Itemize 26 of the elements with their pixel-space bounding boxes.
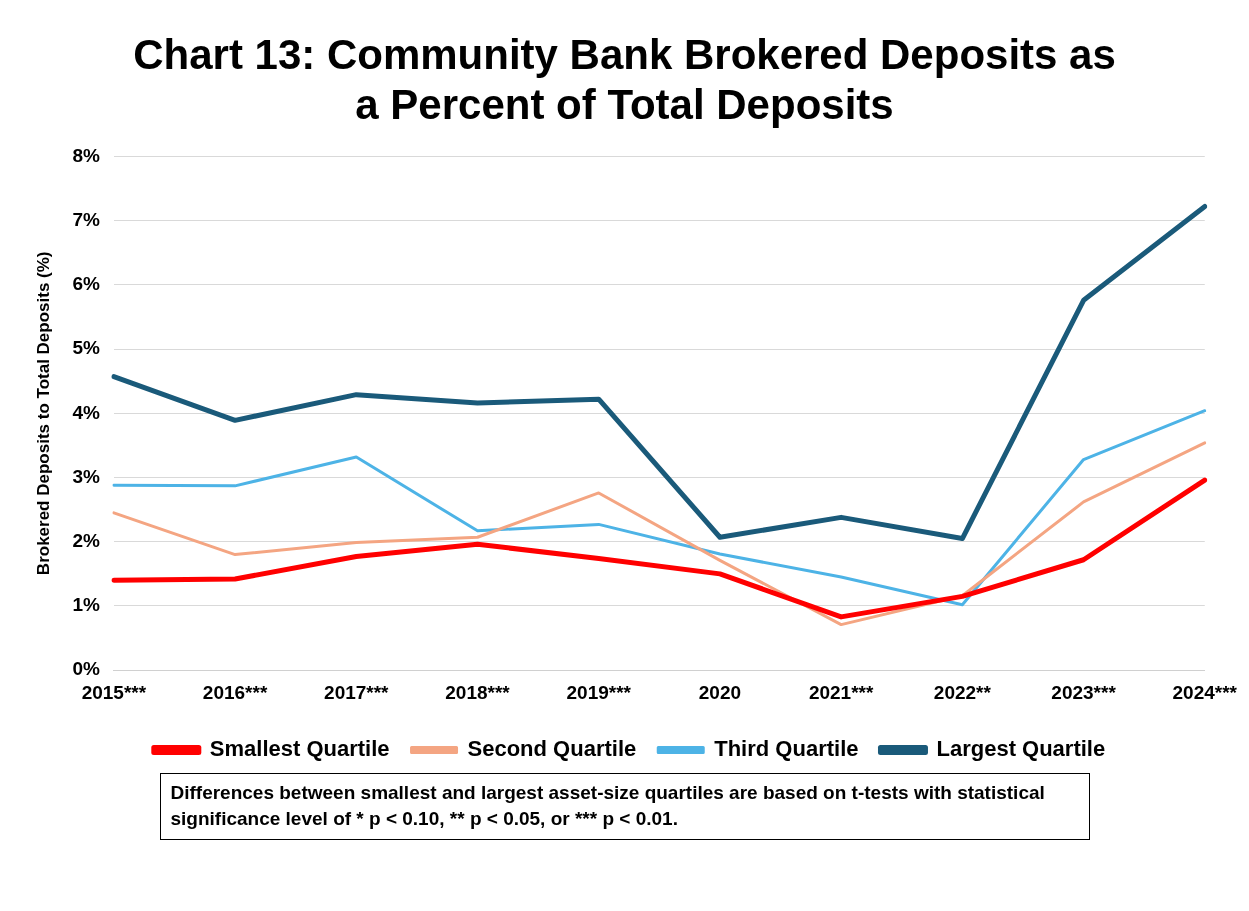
chart-title: Chart 13: Community Bank Brokered Deposits as a Percent of Total Deposits xyxy=(132,30,1117,131)
x-tick-label: 2017*** xyxy=(324,681,390,703)
x-tick-label: 2024*** xyxy=(1172,681,1238,703)
y-tick-label: 4% xyxy=(72,401,100,423)
y-tick-label: 1% xyxy=(72,593,100,615)
y-tick-label: 7% xyxy=(72,208,100,230)
legend-label: Smallest Quartile xyxy=(209,735,390,761)
legend-label: Third Quartile xyxy=(714,735,859,761)
x-tick-label: 2020 xyxy=(698,681,742,703)
x-tick-label: 2023*** xyxy=(1051,681,1117,703)
text: Differences between smallest and largest asset-size quartiles are based on t-tests with statistical significance level of * p < 0.10, ** p < 0.05, or *** p < 0.01. xyxy=(159,772,1090,840)
x-tick-label: 2021*** xyxy=(808,681,874,703)
legend-label: Second Quartile xyxy=(467,735,637,761)
y-tick-label: 2% xyxy=(72,529,100,551)
x-tick-label: 2015*** xyxy=(81,681,147,703)
x-tick-label: 2022** xyxy=(933,681,992,703)
legend-label: Largest Quartile xyxy=(936,735,1106,761)
x-tick-label: 2016*** xyxy=(202,681,268,703)
y-tick-label: 0% xyxy=(72,658,100,680)
y-tick-label: 8% xyxy=(72,144,100,166)
x-tick-label: 2018*** xyxy=(445,681,511,703)
y-axis-title: Brokered Deposits to Total Deposits (%) xyxy=(33,251,53,575)
y-tick-label: 5% xyxy=(72,337,100,359)
y-tick-label: 3% xyxy=(72,465,100,487)
y-tick-label: 6% xyxy=(72,272,100,294)
x-tick-label: 2019*** xyxy=(566,681,632,703)
